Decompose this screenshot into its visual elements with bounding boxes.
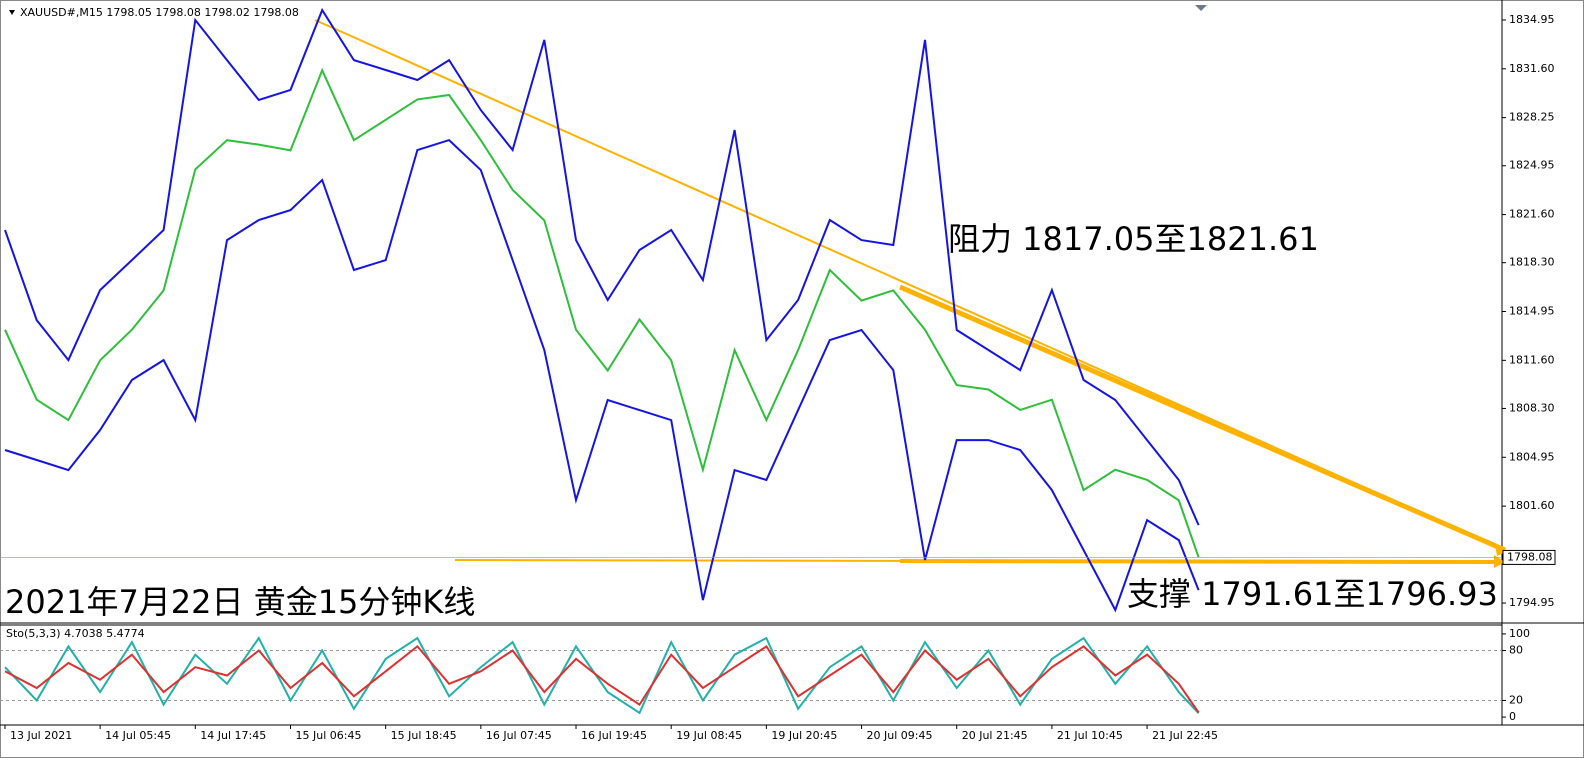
y-tick-label: 1794.95 <box>1509 596 1555 609</box>
y-tick-label: 1804.95 <box>1509 450 1555 463</box>
x-tick-label: 19 Jul 20:45 <box>771 729 837 742</box>
x-tick-label: 19 Jul 08:45 <box>676 729 742 742</box>
last-price-box <box>1502 549 1556 565</box>
last-price-label: 1798.08 <box>1507 550 1553 563</box>
y-tick-label: 1801.60 <box>1509 499 1555 512</box>
series-line <box>4 7 1200 526</box>
indicator-value: 5.4774 <box>106 627 145 640</box>
series-line <box>4 138 1200 613</box>
y-tick-label: 1808.30 <box>1509 401 1555 414</box>
indicator-name: Sto(5,3,3) <box>6 627 61 640</box>
y-tick-label: 20 <box>1509 693 1523 706</box>
arrow-head <box>1494 555 1505 568</box>
y-tick-label: 1818.30 <box>1509 256 1555 269</box>
series-line <box>4 645 1200 714</box>
y-tick-label: 1821.60 <box>1509 208 1555 221</box>
x-tick-label: 15 Jul 18:45 <box>391 729 457 742</box>
menu-arrow <box>9 10 15 15</box>
resistance-line-bold <box>899 284 1506 553</box>
x-tick-label: 14 Jul 05:45 <box>105 729 171 742</box>
ohlc-value: 1798.08 <box>253 6 299 19</box>
x-tick-label: 15 Jul 06:45 <box>295 729 361 742</box>
chart-header: XAUUSD#,M15 1798.05 1798.08 1798.02 1798… <box>20 6 299 19</box>
trend-lines <box>314 5 1508 568</box>
indicator-header: Sto(5,3,3) 4.7038 5.4774 <box>6 627 145 640</box>
y-tick-label: 1834.95 <box>1509 13 1555 26</box>
y-tick-label: 80 <box>1509 644 1523 657</box>
support-line-bold <box>899 559 1501 564</box>
x-tick-label: 14 Jul 17:45 <box>200 729 266 742</box>
x-tick-label: 20 Jul 21:45 <box>962 729 1028 742</box>
x-tick-label: 16 Jul 07:45 <box>486 729 552 742</box>
y-tick-label: 1811.60 <box>1509 353 1555 366</box>
indicator-value: 4.7038 <box>64 627 103 640</box>
marker <box>1195 5 1207 11</box>
support-label: 支撑 1791.61至1796.93 <box>1127 575 1498 613</box>
ohlc-value: 1798.02 <box>204 6 250 19</box>
caption: 2021年7月22日 黄金15分钟K线 <box>5 583 475 621</box>
x-tick-label: 20 Jul 09:45 <box>867 729 933 742</box>
y-tick-label: 1831.60 <box>1509 62 1555 75</box>
ohlc-value: 1798.05 <box>106 6 152 19</box>
ohlc-value: 1798.08 <box>155 6 201 19</box>
x-tick-label: 21 Jul 10:45 <box>1057 729 1123 742</box>
x-tick-label: 13 Jul 2021 <box>10 729 72 742</box>
symbol: XAUUSD#,M15 <box>20 6 103 19</box>
arrow-head <box>1495 545 1508 556</box>
series-line <box>4 636 1200 715</box>
y-tick-label: 1814.95 <box>1509 305 1555 318</box>
y-tick-label: 1828.25 <box>1509 111 1555 124</box>
x-tick-label: 21 Jul 22:45 <box>1152 729 1218 742</box>
resistance-label: 阻力 1817.05至1821.61 <box>948 220 1319 258</box>
y-tick-label: 1824.95 <box>1509 159 1555 172</box>
series-line <box>4 67 1200 558</box>
y-tick-label: 100 <box>1509 627 1530 640</box>
x-tick-label: 16 Jul 19:45 <box>581 729 647 742</box>
y-tick-label: 0 <box>1509 710 1516 723</box>
